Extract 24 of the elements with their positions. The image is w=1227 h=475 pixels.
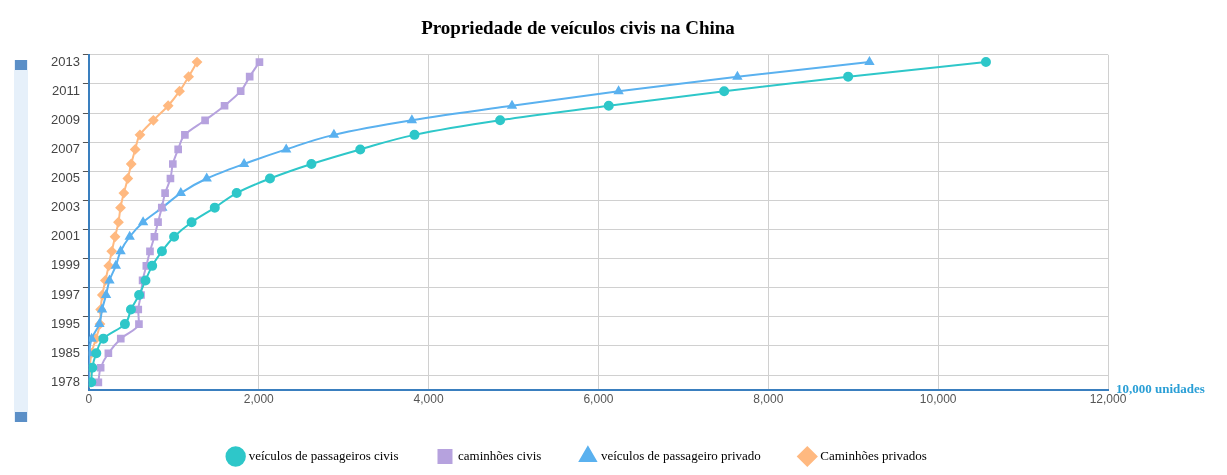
x-tick-label: 0 xyxy=(85,392,93,407)
y-tick-label: 2013 xyxy=(51,53,80,69)
y-tick-label: 1978 xyxy=(51,373,80,389)
x-tick-label: 2,000 xyxy=(243,392,275,407)
y-tick-label: 1999 xyxy=(51,257,80,273)
x-tick-label: 4,000 xyxy=(413,392,444,407)
y-tick-label: 2007 xyxy=(51,141,80,156)
y-tick-label: 1985 xyxy=(51,344,80,360)
legend-label: veículos de passageiro privado xyxy=(600,447,761,463)
y-tick-label: 2011 xyxy=(51,82,80,98)
chart-title: Propriedade de veículos civis na China xyxy=(421,17,736,39)
y-tick-label: 2001 xyxy=(51,228,80,244)
y-tick-label: 2003 xyxy=(51,199,80,215)
y-tick-label: 1997 xyxy=(51,286,80,302)
x-tick-label: 8,000 xyxy=(753,392,784,407)
legend-label: Caminhões privados xyxy=(820,447,927,463)
legend-label: veículos de passageiros civis xyxy=(248,447,399,463)
legend-label: caminhões civis xyxy=(458,447,542,463)
y-tick-label: 1995 xyxy=(51,315,80,331)
x-tick-label: 6,000 xyxy=(583,392,614,407)
x-tick-label: 12,000 xyxy=(1089,392,1127,407)
y-tick-label: 2005 xyxy=(51,170,80,186)
x-tick-label: 10,000 xyxy=(919,392,957,407)
y-tick-label: 2009 xyxy=(51,111,80,127)
